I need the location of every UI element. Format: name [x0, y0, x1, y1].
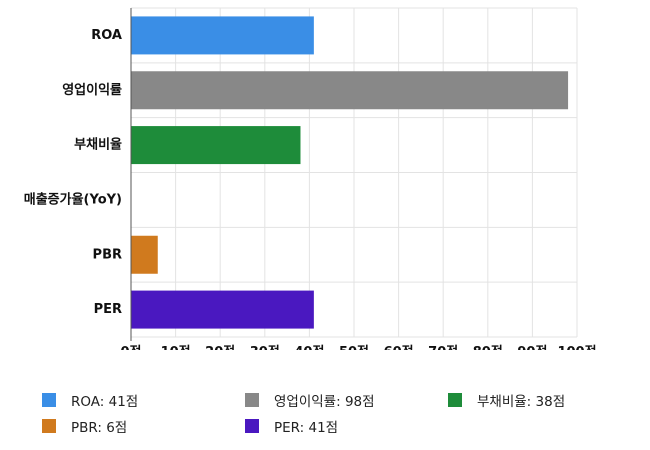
legend-label-pbr: PBR: 6점	[71, 420, 128, 436]
legend-item-per: PER: 41점	[245, 416, 338, 436]
x-tick-label: 0점	[120, 345, 141, 350]
legend-swatch-operating-margin	[245, 393, 259, 407]
legend-label-per: PER: 41점	[274, 420, 339, 436]
legend: ROA: 41점 영업이익률: 98점 부채비율: 38점 PBR: 6점 PE…	[42, 390, 642, 446]
legend-item-roa: ROA: 41점	[42, 390, 138, 410]
legend-label-roa: ROA: 41점	[71, 394, 139, 410]
tick-labels: 0점 10점 20점 30점 40점 50점 60점 70점 80점 90점 100점	[120, 345, 596, 350]
x-tick-label: 80점	[473, 345, 503, 350]
gridlines	[131, 7, 578, 338]
legend-item-pbr: PBR: 6점	[42, 416, 127, 436]
legend-swatch-roa	[42, 393, 56, 407]
category-label-yoy: 매출증가율(YoY)	[24, 191, 122, 207]
category-label-pbr: PBR	[93, 247, 122, 262]
x-tick-label: 60점	[384, 345, 414, 350]
category-label-category-1: 영업이익률	[62, 82, 122, 98]
x-tick-label: 20점	[205, 345, 235, 350]
legend-item-debt-ratio: 부채비율: 38점	[448, 390, 565, 410]
legend-label-operating-margin: 영업이익률: 98점	[274, 394, 375, 410]
legend-swatch-pbr	[42, 419, 56, 433]
x-tick-label: 50점	[339, 345, 369, 350]
bar-per	[131, 290, 314, 329]
legend-item-operating-margin: 영업이익률: 98점	[245, 390, 375, 410]
legend-swatch-per	[245, 419, 259, 433]
bar-category-1	[131, 71, 569, 110]
x-tick-label: 40점	[294, 345, 324, 350]
x-tick-label: 90점	[517, 345, 547, 350]
category-label-per: PER	[94, 302, 122, 317]
category-label-roa: ROA	[91, 28, 122, 43]
x-tick-label: 30점	[250, 345, 280, 350]
bars	[131, 16, 569, 329]
legend-label-debt-ratio: 부채비율: 38점	[477, 394, 566, 410]
x-tick-label: 10점	[161, 345, 191, 350]
x-tick-label: 70점	[428, 345, 458, 350]
x-tick-label: 100점	[557, 345, 596, 350]
legend-swatch-debt-ratio	[448, 393, 462, 407]
bar-category-2	[131, 126, 301, 165]
bar-pbr	[131, 235, 158, 274]
category-label-category-2: 부채비율	[74, 137, 122, 153]
bar-roa	[131, 16, 314, 55]
